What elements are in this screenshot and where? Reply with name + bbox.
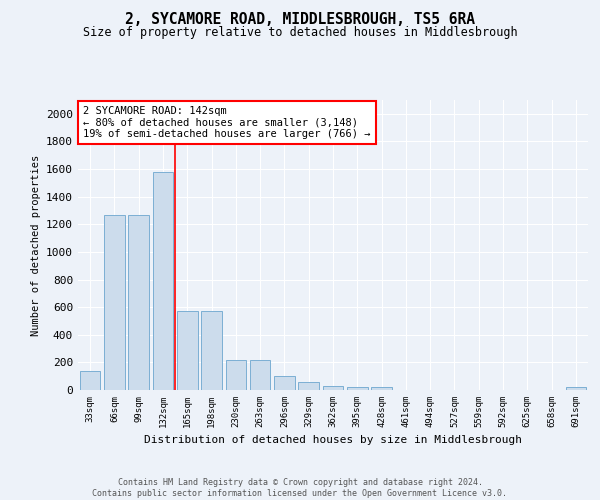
Bar [371, 386, 392, 390]
Bar [152, 172, 173, 390]
Bar [128, 214, 149, 390]
Text: 2, SYCAMORE ROAD, MIDDLESBROUGH, TS5 6RA: 2, SYCAMORE ROAD, MIDDLESBROUGH, TS5 6RA [125, 12, 475, 28]
Text: Size of property relative to detached houses in Middlesbrough: Size of property relative to detached ho… [83, 26, 517, 39]
Y-axis label: Number of detached properties: Number of detached properties [31, 154, 41, 336]
Bar [177, 312, 197, 390]
Bar [226, 360, 246, 390]
Bar [274, 376, 295, 390]
Bar [323, 386, 343, 390]
Text: 2 SYCAMORE ROAD: 142sqm
← 80% of detached houses are smaller (3,148)
19% of semi: 2 SYCAMORE ROAD: 142sqm ← 80% of detache… [83, 106, 371, 139]
Bar [347, 386, 368, 390]
Bar [298, 382, 319, 390]
Bar [104, 214, 125, 390]
Bar [250, 360, 271, 390]
X-axis label: Distribution of detached houses by size in Middlesbrough: Distribution of detached houses by size … [144, 436, 522, 446]
Bar [80, 370, 100, 390]
Bar [566, 386, 586, 390]
Text: Contains HM Land Registry data © Crown copyright and database right 2024.
Contai: Contains HM Land Registry data © Crown c… [92, 478, 508, 498]
Bar [201, 312, 222, 390]
